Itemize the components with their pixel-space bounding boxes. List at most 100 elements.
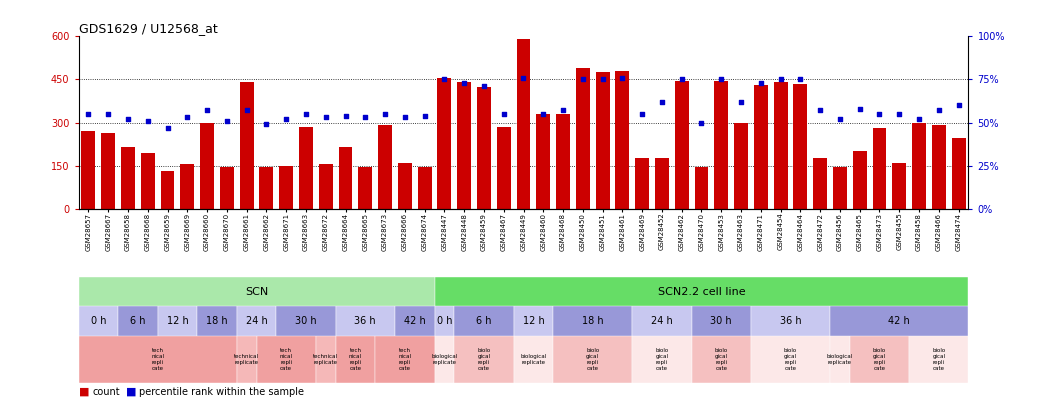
Bar bbox=[852, 151, 867, 209]
Point bbox=[871, 111, 888, 117]
FancyBboxPatch shape bbox=[909, 336, 968, 383]
Point bbox=[495, 111, 512, 117]
Bar bbox=[892, 163, 907, 209]
Point bbox=[951, 102, 967, 109]
Text: biolo
gical
repli
cate: biolo gical repli cate bbox=[477, 348, 491, 371]
Text: SCN: SCN bbox=[245, 287, 268, 296]
Point bbox=[733, 99, 750, 105]
Point bbox=[159, 124, 176, 131]
Bar bbox=[714, 81, 729, 209]
Bar bbox=[754, 85, 767, 209]
Point bbox=[931, 107, 948, 114]
Point bbox=[99, 111, 116, 117]
Point bbox=[199, 107, 216, 114]
Text: 30 h: 30 h bbox=[295, 316, 317, 326]
Bar bbox=[220, 167, 233, 209]
Text: ■: ■ bbox=[126, 387, 136, 397]
FancyBboxPatch shape bbox=[79, 277, 435, 306]
FancyBboxPatch shape bbox=[336, 306, 395, 336]
Text: 6 h: 6 h bbox=[130, 316, 146, 326]
Point bbox=[911, 116, 928, 122]
Point bbox=[713, 76, 730, 83]
Text: percentile rank within the sample: percentile rank within the sample bbox=[139, 387, 305, 397]
Text: 42 h: 42 h bbox=[889, 316, 910, 326]
FancyBboxPatch shape bbox=[830, 336, 850, 383]
Bar bbox=[794, 84, 807, 209]
Point bbox=[80, 111, 96, 117]
Bar bbox=[734, 123, 748, 209]
Point bbox=[139, 117, 156, 124]
Point bbox=[595, 76, 611, 83]
Bar bbox=[694, 167, 709, 209]
Point bbox=[851, 106, 868, 112]
Point bbox=[317, 114, 334, 121]
Bar bbox=[438, 78, 451, 209]
Point bbox=[239, 107, 255, 114]
Bar bbox=[556, 114, 570, 209]
FancyBboxPatch shape bbox=[514, 306, 553, 336]
FancyBboxPatch shape bbox=[158, 306, 197, 336]
Bar bbox=[636, 158, 649, 209]
Text: tech
nical
repli
cate: tech nical repli cate bbox=[349, 348, 362, 371]
Bar bbox=[774, 82, 787, 209]
Text: 18 h: 18 h bbox=[206, 316, 228, 326]
Point bbox=[575, 76, 592, 83]
Text: tech
nical
repli
cate: tech nical repli cate bbox=[398, 348, 411, 371]
Text: tech
nical
repli
cate: tech nical repli cate bbox=[280, 348, 293, 371]
Text: biolo
gical
repli
cate: biolo gical repli cate bbox=[655, 348, 669, 371]
Bar bbox=[596, 72, 609, 209]
Point bbox=[891, 111, 908, 117]
Text: 12 h: 12 h bbox=[522, 316, 544, 326]
Bar bbox=[299, 127, 313, 209]
Point bbox=[535, 111, 552, 117]
Bar bbox=[814, 158, 827, 209]
Text: 0 h: 0 h bbox=[90, 316, 106, 326]
Bar bbox=[477, 87, 491, 209]
Point bbox=[337, 113, 354, 119]
Text: technical
replicate: technical replicate bbox=[235, 354, 259, 365]
Point bbox=[555, 107, 572, 114]
Bar bbox=[496, 127, 511, 209]
Bar bbox=[318, 164, 333, 209]
FancyBboxPatch shape bbox=[553, 336, 632, 383]
Text: 42 h: 42 h bbox=[404, 316, 425, 326]
Text: count: count bbox=[92, 387, 119, 397]
Text: biological
replicate: biological replicate bbox=[520, 354, 547, 365]
FancyBboxPatch shape bbox=[257, 336, 316, 383]
Point bbox=[397, 114, 414, 121]
Point bbox=[653, 99, 670, 105]
Text: 36 h: 36 h bbox=[355, 316, 376, 326]
Bar bbox=[82, 131, 95, 209]
Point bbox=[417, 113, 433, 119]
FancyBboxPatch shape bbox=[197, 306, 237, 336]
FancyBboxPatch shape bbox=[454, 336, 514, 383]
Text: technical
replicate: technical replicate bbox=[313, 354, 338, 365]
Text: biolo
gical
repli
cate: biolo gical repli cate bbox=[715, 348, 728, 371]
FancyBboxPatch shape bbox=[237, 336, 257, 383]
FancyBboxPatch shape bbox=[435, 306, 454, 336]
Point bbox=[377, 111, 394, 117]
Point bbox=[773, 76, 789, 83]
Bar bbox=[616, 71, 629, 209]
Text: biolo
gical
repli
cate: biolo gical repli cate bbox=[784, 348, 797, 371]
Bar bbox=[140, 153, 155, 209]
FancyBboxPatch shape bbox=[751, 306, 830, 336]
Point bbox=[614, 75, 630, 81]
FancyBboxPatch shape bbox=[79, 336, 237, 383]
FancyBboxPatch shape bbox=[395, 306, 435, 336]
Bar bbox=[516, 39, 531, 209]
FancyBboxPatch shape bbox=[435, 336, 454, 383]
Bar bbox=[932, 126, 945, 209]
Bar bbox=[952, 138, 965, 209]
FancyBboxPatch shape bbox=[336, 336, 375, 383]
FancyBboxPatch shape bbox=[632, 336, 692, 383]
Bar bbox=[160, 171, 175, 209]
Text: 12 h: 12 h bbox=[166, 316, 188, 326]
Point bbox=[633, 111, 650, 117]
Point bbox=[831, 116, 848, 122]
FancyBboxPatch shape bbox=[118, 306, 158, 336]
Text: GDS1629 / U12568_at: GDS1629 / U12568_at bbox=[79, 22, 218, 35]
Text: 18 h: 18 h bbox=[582, 316, 603, 326]
Point bbox=[811, 107, 828, 114]
Text: 24 h: 24 h bbox=[246, 316, 267, 326]
